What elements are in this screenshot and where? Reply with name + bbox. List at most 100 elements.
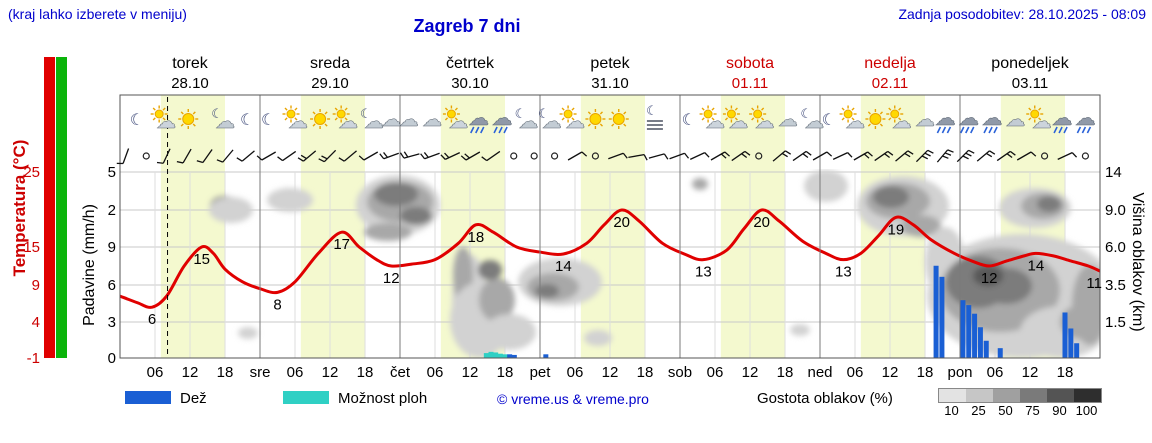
wind-barb-icon [176, 148, 192, 164]
sun-ray [611, 123, 615, 127]
x-axis-tick: pon [947, 364, 972, 381]
moon-glyph: ☾ [240, 110, 254, 129]
sun-ray [444, 107, 449, 111]
density-tick-label: 75 [1025, 403, 1040, 418]
sun-ray [711, 117, 715, 121]
temp-value-label: 6 [148, 311, 156, 328]
day-date: 03.11 [1012, 75, 1048, 92]
cloud-blob [484, 314, 536, 350]
sun-disc [286, 109, 296, 119]
barb-tick [481, 156, 488, 162]
sun-ray [1038, 117, 1042, 121]
rain-icon: ☁ [958, 106, 979, 134]
sun-ray [180, 123, 184, 127]
barb-tick [741, 153, 748, 158]
sun-ray [599, 111, 603, 115]
wind-barb-icon [399, 151, 420, 159]
day-name: nedelja [864, 55, 916, 72]
temperature-axis-strip [44, 57, 55, 358]
sun-ray [571, 107, 575, 111]
barb-tick [420, 153, 426, 160]
rain-icon: ☁ [468, 106, 489, 134]
barb-shaft [608, 152, 624, 160]
cloud-blob [973, 266, 1003, 286]
wind-barb-icon [420, 152, 440, 160]
wind-barb-icon [710, 151, 731, 161]
day-date: 28.10 [171, 75, 209, 92]
cloud-blob [1037, 196, 1061, 212]
x-axis-tick: 12 [742, 364, 759, 381]
cloud-glyph: ☁ [448, 109, 468, 133]
wind-barb-icon [996, 150, 1016, 162]
rain-bar [511, 354, 517, 358]
barb-shaft [343, 150, 357, 162]
rain-streak [988, 126, 993, 134]
wind-barb-icon [481, 150, 501, 162]
x-axis-tick: 06 [147, 364, 164, 381]
cloud-glyph: ☁ [338, 109, 358, 133]
barb-tick [300, 154, 307, 160]
cloud-icon: ☁ [778, 107, 799, 132]
barb-shaft [122, 148, 130, 164]
wind-barb-icon [895, 150, 914, 162]
sun-ray [701, 117, 705, 121]
precip-tick: 6 [108, 277, 116, 294]
sun-cloud-icon: ☁ [282, 105, 308, 133]
barb-tick [156, 161, 164, 164]
cloud-glyph: ☁ [982, 106, 1003, 130]
credit-link[interactable]: © vreme.us & vreme.pro [497, 391, 649, 407]
barb-tick [116, 162, 124, 165]
sun-ray [851, 117, 855, 121]
plot-frame [119, 94, 1101, 359]
barb-shaft [222, 149, 234, 163]
x-axis-tick: 06 [987, 364, 1004, 381]
barb-tick [744, 150, 751, 156]
wind-barb-icon [936, 149, 954, 163]
sun-ray [599, 123, 603, 127]
location-menu-hint[interactable]: (kraj lahko izberete v meniju) [8, 6, 187, 22]
sun-ray [751, 117, 755, 121]
rain-streak [1063, 126, 1068, 134]
sun-disc [753, 109, 763, 119]
sun-disc [1030, 109, 1040, 119]
barb-shaft [403, 153, 420, 159]
temp-value-label: 17 [333, 236, 350, 253]
barb-shaft [383, 152, 399, 160]
calm-wind-icon [755, 152, 763, 160]
cloud-glyph: ☁ [422, 107, 442, 131]
barb-tick [256, 155, 263, 161]
barb-tick [1009, 150, 1016, 156]
rain-streak [1086, 126, 1092, 134]
rain-bar [997, 348, 1003, 358]
temperature-layer [120, 208, 1100, 309]
cloud-glyph: ☁ [565, 109, 585, 133]
day-name: sreda [310, 55, 350, 72]
cloud-tick: 6.0 [1105, 239, 1126, 256]
x-axis-tick: čet [390, 364, 411, 381]
showers-legend-swatch [283, 391, 329, 404]
sun-ray [162, 107, 166, 111]
sun-ray [344, 117, 348, 121]
barb-tick [826, 151, 833, 157]
daylight-band [580, 95, 645, 358]
wind-barb-icon [277, 150, 297, 162]
barb-shaft [895, 150, 909, 162]
daylight-band [720, 95, 785, 358]
density-cell [939, 389, 966, 402]
temp-tick: -1 [27, 350, 40, 367]
barb-tick [847, 152, 853, 158]
x-axis-tick: 06 [847, 364, 864, 381]
cloud-glyph: ☁ [215, 109, 235, 133]
sun-ray [561, 117, 565, 121]
barb-shaft [812, 151, 828, 161]
rain-bar [543, 354, 549, 358]
wind-barb-icon [256, 151, 277, 161]
temp-value-label: 12 [981, 270, 998, 287]
barb-shaft [162, 148, 171, 164]
rain-bar [1068, 328, 1074, 358]
sun-ray [611, 111, 615, 115]
sun-ray [284, 117, 288, 121]
rain-streak [480, 126, 485, 134]
x-axis-tick: 18 [357, 364, 374, 381]
barb-tick [383, 152, 388, 158]
